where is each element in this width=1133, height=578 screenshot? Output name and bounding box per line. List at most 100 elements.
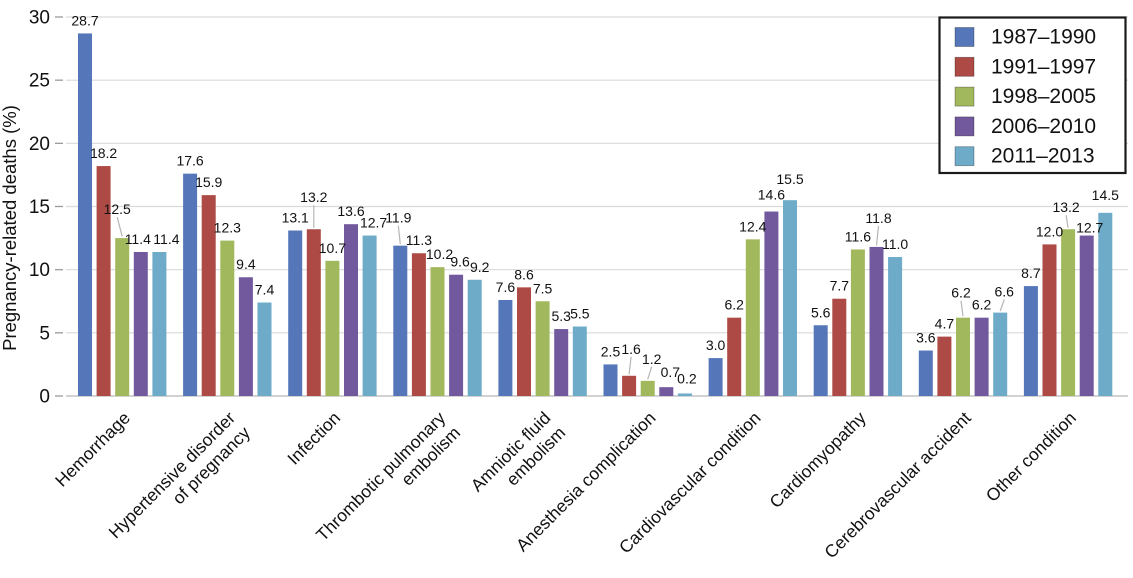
x-category-label: Hemorrhage	[51, 408, 134, 491]
bar	[115, 238, 130, 396]
bar	[78, 33, 92, 396]
bar-value-label: 11.9	[385, 210, 411, 226]
bar	[659, 387, 674, 396]
bar	[993, 312, 1008, 396]
bar-value-label: 15.9	[195, 174, 222, 190]
legend-label: 1991–1997	[991, 55, 1096, 78]
bar-value-label: 28.7	[71, 12, 98, 28]
bar	[554, 329, 569, 396]
bar-value-label: 3.0	[706, 337, 726, 353]
bar	[288, 230, 303, 396]
bar-value-label: 13.2	[300, 189, 327, 205]
bar-value-label: 9.4	[236, 256, 256, 272]
bar-value-label: 10.7	[319, 240, 346, 256]
bar	[783, 200, 797, 396]
y-tick-label: 0	[39, 387, 50, 408]
bar	[1023, 286, 1038, 396]
bar	[467, 279, 482, 396]
bar	[813, 325, 828, 396]
bar-value-label: 0.7	[661, 364, 681, 380]
legend-swatch	[954, 27, 975, 47]
legend-swatch	[954, 146, 975, 167]
leader-line	[1065, 215, 1069, 228]
bar	[677, 393, 692, 396]
bar-value-label: 8.6	[514, 266, 534, 282]
bar	[535, 301, 550, 396]
bar-value-label: 9.6	[450, 254, 470, 270]
bar	[745, 239, 760, 396]
bar	[727, 317, 742, 396]
bar-value-label: 3.6	[916, 330, 936, 346]
bar	[956, 317, 970, 396]
bar-value-label: 11.3	[406, 232, 432, 248]
bar	[850, 249, 865, 396]
bar-value-label: 5.6	[811, 304, 831, 320]
bar-value-label: 11.4	[125, 231, 151, 247]
y-tick-label: 15	[29, 197, 50, 218]
bar-value-label: 14.6	[758, 187, 785, 203]
bar-value-label: 11.6	[845, 228, 871, 244]
y-axis-title: Pregnancy-related deaths (%)	[0, 105, 20, 351]
bar-value-label: 11.0	[882, 236, 908, 252]
bar-value-label: 6.2	[724, 297, 744, 313]
y-tick-label: 30	[29, 8, 50, 29]
bar	[517, 287, 531, 396]
bar-value-label: 7.4	[255, 282, 275, 298]
bar	[937, 336, 952, 396]
bar-value-label: 9.2	[470, 259, 490, 275]
bar-value-label: 12.3	[214, 220, 241, 236]
bar	[974, 317, 989, 396]
bar	[183, 173, 198, 396]
bar-value-label: 12.4	[739, 218, 766, 234]
bar	[362, 235, 377, 396]
bar	[708, 358, 723, 396]
bar	[603, 364, 618, 396]
x-category-label: Cardiomyopathy	[765, 408, 869, 512]
y-tick-label: 5	[39, 323, 50, 344]
x-category-label: Infection	[283, 408, 344, 469]
bar	[1098, 212, 1113, 396]
bar	[201, 195, 216, 396]
legend-swatch	[954, 86, 975, 107]
bar-value-label: 5.5	[570, 306, 590, 322]
bar	[1042, 244, 1057, 396]
bar-value-label: 8.7	[1021, 265, 1041, 281]
legend-label: 1998–2005	[991, 85, 1096, 108]
bar	[498, 299, 513, 396]
bar-value-label: 13.6	[337, 203, 364, 219]
bar	[220, 240, 235, 396]
bar	[449, 274, 464, 396]
leader-line	[397, 225, 401, 245]
bar-value-label: 13.2	[1052, 199, 1079, 215]
legend-swatch	[954, 56, 975, 77]
bar	[411, 253, 426, 396]
bar	[1061, 229, 1076, 396]
x-category-label: Amniotic fluidembolism	[467, 408, 570, 511]
bar-value-label: 18.2	[90, 145, 117, 161]
legend-label: 2006–2010	[991, 115, 1096, 138]
bar-value-label: 11.4	[153, 231, 179, 247]
bar	[888, 257, 903, 396]
bar-value-label: 15.5	[776, 171, 803, 187]
y-tick-label: 10	[29, 260, 50, 281]
bar	[257, 302, 272, 396]
legend-swatch	[954, 116, 975, 137]
bar-value-label: 13.1	[282, 210, 309, 226]
bar-value-label: 12.5	[104, 201, 131, 217]
bar	[344, 224, 358, 396]
bar	[306, 229, 321, 396]
bar-value-label: 12.7	[1076, 220, 1103, 236]
bar	[764, 211, 779, 396]
bar-value-label: 6.2	[972, 297, 992, 313]
bar	[640, 380, 655, 396]
y-tick-label: 20	[29, 134, 50, 155]
bar	[133, 251, 148, 396]
leader-line	[116, 216, 123, 237]
bar-value-label: 1.6	[621, 341, 641, 357]
leader-line	[875, 225, 880, 246]
bar	[152, 251, 167, 396]
bar-value-label: 6.6	[994, 284, 1014, 300]
bar	[869, 246, 884, 396]
